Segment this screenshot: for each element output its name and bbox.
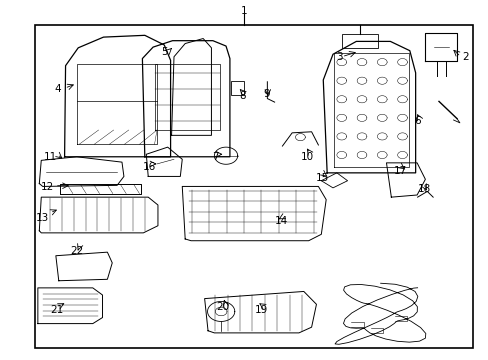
- Text: 7: 7: [212, 152, 218, 162]
- Text: 6: 6: [413, 116, 420, 126]
- Text: 5: 5: [161, 47, 167, 57]
- Text: 2: 2: [462, 52, 468, 62]
- Bar: [341, 34, 377, 48]
- Text: 3: 3: [335, 52, 342, 62]
- Text: 8: 8: [238, 91, 245, 101]
- Text: 17: 17: [393, 166, 406, 176]
- Bar: [35, 24, 472, 348]
- Text: 20: 20: [216, 302, 229, 312]
- Text: 16: 16: [143, 162, 156, 172]
- Text: 14: 14: [274, 216, 287, 226]
- Text: 18: 18: [417, 184, 430, 194]
- Text: 11: 11: [43, 152, 57, 162]
- Text: 22: 22: [70, 247, 83, 256]
- Text: 21: 21: [51, 305, 64, 315]
- Text: 15: 15: [315, 173, 328, 183]
- Text: 12: 12: [41, 182, 54, 192]
- Text: 19: 19: [254, 305, 267, 315]
- Text: 9: 9: [263, 89, 269, 99]
- Text: 10: 10: [301, 152, 314, 162]
- Text: 1: 1: [241, 6, 247, 17]
- Text: 4: 4: [54, 84, 61, 94]
- Text: 13: 13: [36, 212, 49, 222]
- Bar: [230, 81, 243, 95]
